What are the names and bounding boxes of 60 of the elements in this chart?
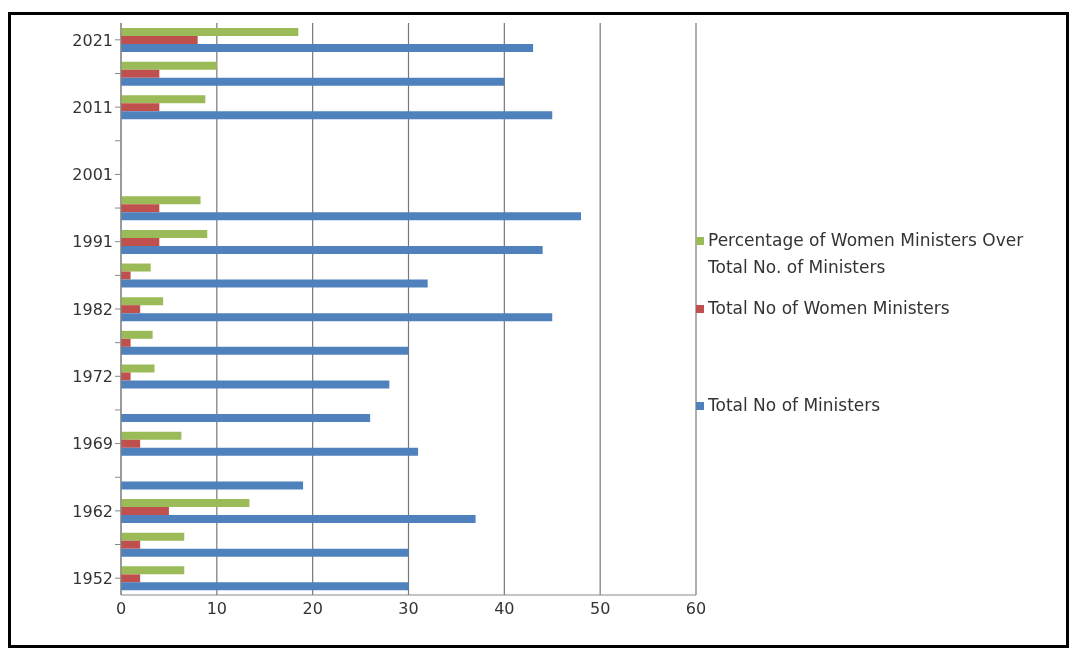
bar (121, 566, 185, 575)
y-tick-label: 1969 (72, 434, 113, 454)
bar (121, 245, 543, 254)
bar (121, 229, 208, 238)
bar (121, 499, 250, 508)
legend-label: Percentage of Women Ministers Over Total No. of Ministers (708, 229, 1025, 279)
x-tick-label: 10 (206, 599, 228, 619)
y-tick-label: 1952 (72, 568, 113, 588)
bar (121, 263, 151, 272)
bar (121, 548, 409, 557)
legend-label: Total No of Women Ministers (708, 297, 950, 320)
bar (121, 111, 553, 120)
bar (121, 346, 409, 355)
bar (121, 439, 141, 448)
bar (121, 364, 155, 373)
y-tick-label: 1972 (72, 366, 113, 386)
bar (121, 77, 505, 86)
bar (121, 61, 217, 70)
bar (121, 279, 428, 288)
bar (121, 237, 160, 246)
bar (121, 481, 304, 490)
bar (121, 196, 201, 205)
y-tick-label: 2011 (72, 97, 113, 117)
bar (121, 297, 164, 306)
bar (121, 36, 198, 44)
bar (121, 305, 141, 314)
bar (121, 330, 153, 339)
bar (121, 44, 534, 52)
bar (121, 95, 206, 104)
x-tick-label: 60 (685, 599, 707, 619)
bar (121, 447, 419, 456)
legend-label: Total No of Ministers (708, 394, 881, 417)
bar (121, 204, 160, 213)
y-tick-label: 1991 (72, 232, 113, 252)
bar (121, 338, 131, 347)
x-tick-label: 50 (589, 599, 611, 619)
bar (121, 507, 169, 516)
x-tick-label: 40 (494, 599, 515, 619)
bar (121, 69, 160, 78)
bar (121, 212, 581, 221)
y-tick-label: 2021 (72, 30, 113, 50)
bar (121, 414, 371, 423)
bar (121, 103, 160, 112)
bar (121, 582, 409, 591)
x-tick-label: 20 (302, 599, 323, 619)
bar (121, 380, 390, 389)
y-tick-label: 1982 (72, 299, 113, 319)
bar (121, 313, 553, 322)
bar (121, 540, 141, 549)
bar (121, 574, 141, 583)
bar (121, 271, 131, 280)
y-tick-label: 1962 (72, 501, 113, 521)
x-tick-label: 0 (115, 599, 127, 619)
x-tick-label: 30 (398, 599, 419, 619)
bar (121, 372, 131, 381)
bar (121, 532, 185, 541)
y-tick-label: 2001 (72, 165, 113, 185)
bar (121, 515, 476, 524)
bar (121, 28, 299, 36)
bar (121, 431, 182, 440)
